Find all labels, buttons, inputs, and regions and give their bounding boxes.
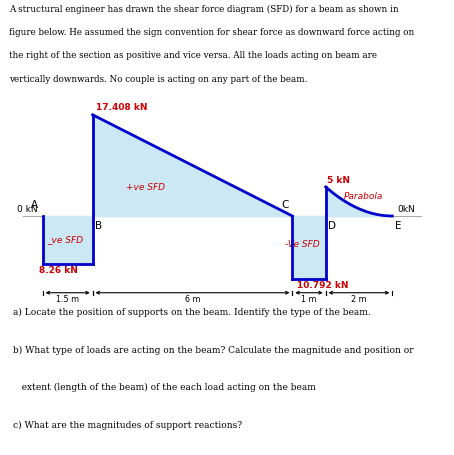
Text: extent (length of the beam) of the each load acting on the beam: extent (length of the beam) of the each … — [14, 383, 316, 392]
Text: A: A — [30, 200, 38, 210]
Text: 2 m: 2 m — [351, 295, 367, 304]
Text: a) Locate the position of supports on the beam. Identify the type of the beam.: a) Locate the position of supports on th… — [14, 308, 371, 317]
Text: vertically downwards. No couple is acting on any part of the beam.: vertically downwards. No couple is actin… — [9, 75, 307, 84]
Text: A structural engineer has drawn the shear force diagram (SFD) for a beam as show: A structural engineer has drawn the shea… — [9, 5, 399, 14]
Text: 17.408 kN: 17.408 kN — [96, 103, 148, 112]
Text: 8.26 kN: 8.26 kN — [39, 266, 78, 275]
Text: 10.792 kN: 10.792 kN — [297, 281, 349, 290]
Text: figure below. He assumed the sign convention for shear force as downward force a: figure below. He assumed the sign conven… — [9, 28, 415, 37]
Text: C: C — [281, 200, 289, 210]
Text: +ve SFD: +ve SFD — [126, 183, 165, 192]
Text: D: D — [328, 221, 336, 231]
Text: B: B — [95, 221, 103, 231]
Text: Parabola: Parabola — [344, 192, 383, 201]
Text: 5 kN: 5 kN — [327, 176, 350, 185]
Text: c) What are the magnitudes of support reactions?: c) What are the magnitudes of support re… — [14, 420, 242, 430]
Text: -Ve SFD: -Ve SFD — [285, 240, 320, 249]
Text: E: E — [395, 221, 401, 231]
Text: the right of the section as positive and vice versa. All the loads acting on bea: the right of the section as positive and… — [9, 51, 377, 60]
Text: 0kN: 0kN — [397, 205, 415, 214]
Text: b) What type of loads are acting on the beam? Calculate the magnitude and positi: b) What type of loads are acting on the … — [14, 345, 414, 354]
Text: 0 kN: 0 kN — [17, 205, 38, 214]
Text: _ve SFD: _ve SFD — [47, 236, 83, 244]
Text: 6 m: 6 m — [185, 295, 200, 304]
Text: 1.5 m: 1.5 m — [56, 295, 79, 304]
Text: 1 m: 1 m — [301, 295, 317, 304]
